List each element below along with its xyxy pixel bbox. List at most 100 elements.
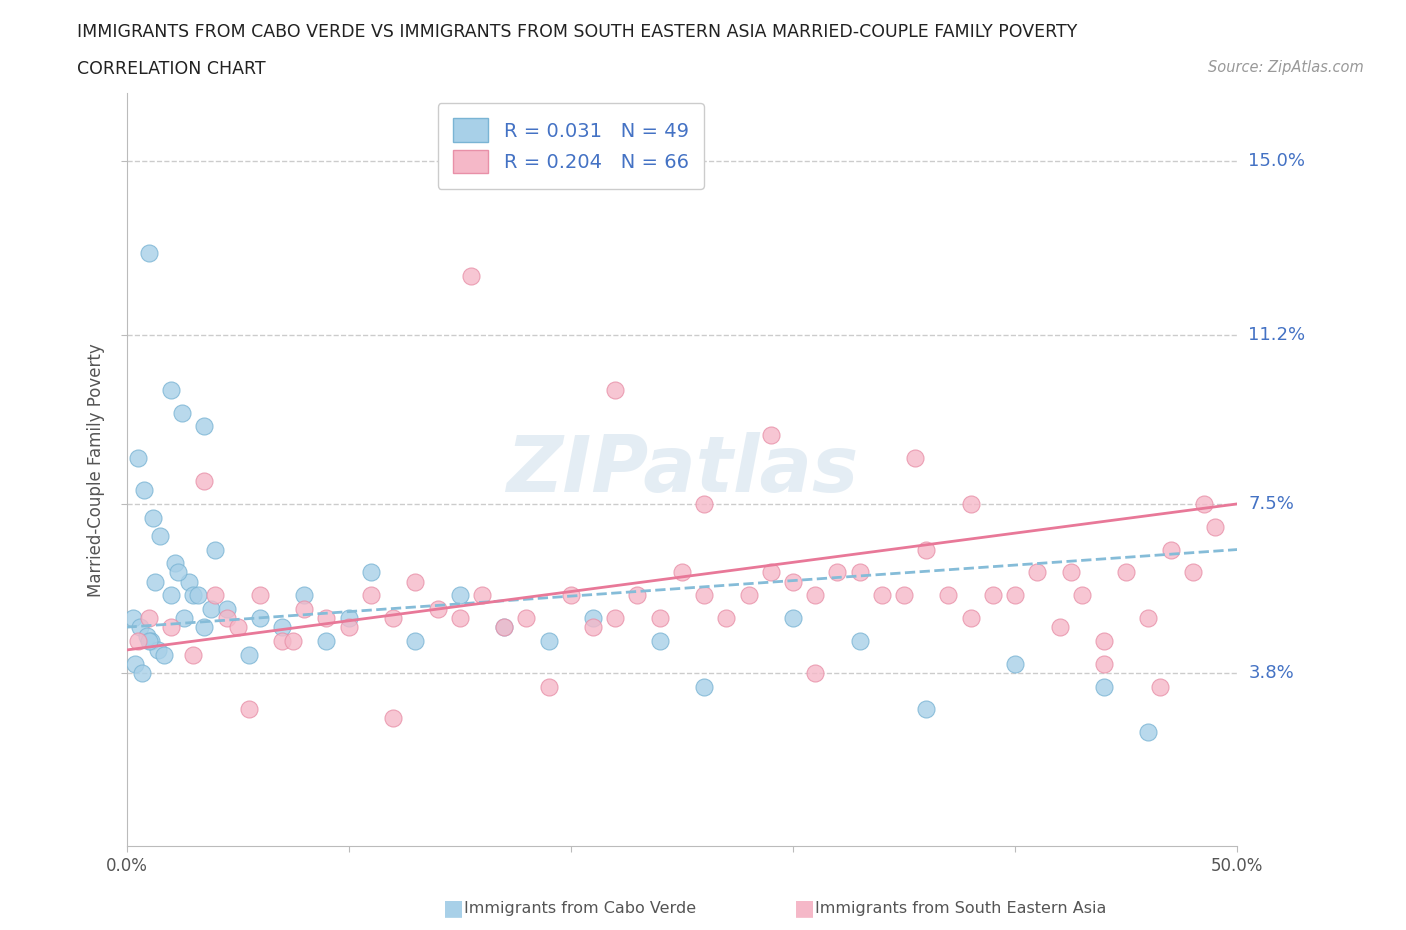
Point <box>870 588 893 603</box>
Point <box>200 602 222 617</box>
Point <box>449 611 471 626</box>
Point <box>193 473 215 488</box>
Point <box>1070 588 1092 603</box>
Text: Immigrants from South Eastern Asia: Immigrants from South Eastern Asia <box>815 901 1107 916</box>
Point <box>648 611 671 626</box>
Text: 11.2%: 11.2% <box>1249 326 1306 344</box>
Point <box>404 633 426 648</box>
Point <box>127 633 149 648</box>
Point <box>271 633 294 648</box>
Point <box>139 633 162 648</box>
Point <box>515 611 537 626</box>
Point <box>1160 542 1182 557</box>
Point <box>138 246 160 260</box>
Point <box>173 611 195 626</box>
Point <box>1092 679 1115 694</box>
Legend: R = 0.031   N = 49, R = 0.204   N = 66: R = 0.031 N = 49, R = 0.204 N = 66 <box>437 102 704 189</box>
Point <box>1026 565 1049 579</box>
Point <box>1049 619 1071 634</box>
Point <box>337 611 360 626</box>
Point <box>127 451 149 466</box>
Point <box>204 542 226 557</box>
Point <box>827 565 849 579</box>
Point <box>382 611 405 626</box>
Text: ■: ■ <box>443 898 464 919</box>
Point <box>759 428 782 443</box>
Point <box>1181 565 1204 579</box>
Point <box>249 588 271 603</box>
Point <box>160 382 183 397</box>
Point <box>382 711 405 726</box>
Point <box>160 588 183 603</box>
Point <box>315 611 337 626</box>
Point <box>131 665 153 680</box>
Point <box>582 611 605 626</box>
Point <box>271 619 294 634</box>
Point <box>238 647 260 662</box>
Point <box>215 602 238 617</box>
Text: ZIPatlas: ZIPatlas <box>506 432 858 508</box>
Point <box>804 665 827 680</box>
Point <box>315 633 337 648</box>
Point <box>494 619 516 634</box>
Point <box>449 588 471 603</box>
Point <box>1137 611 1160 626</box>
Point <box>160 619 183 634</box>
Point <box>149 528 172 543</box>
Point <box>782 611 804 626</box>
Text: Source: ZipAtlas.com: Source: ZipAtlas.com <box>1208 60 1364 75</box>
Point <box>938 588 960 603</box>
Point <box>716 611 738 626</box>
Text: Immigrants from Cabo Verde: Immigrants from Cabo Verde <box>464 901 696 916</box>
Point <box>292 602 315 617</box>
Point <box>893 588 915 603</box>
Point <box>337 619 360 634</box>
Point <box>782 574 804 589</box>
Point <box>360 565 382 579</box>
Point <box>915 702 938 717</box>
Point <box>737 588 759 603</box>
Point <box>1149 679 1171 694</box>
Point <box>135 629 157 644</box>
Point <box>848 633 870 648</box>
Point <box>134 483 156 498</box>
Point <box>142 511 165 525</box>
Point <box>1115 565 1137 579</box>
Point <box>165 556 187 571</box>
Text: 15.0%: 15.0% <box>1249 153 1305 170</box>
Point <box>238 702 260 717</box>
Point <box>204 588 226 603</box>
Point <box>153 647 176 662</box>
Point <box>648 633 671 648</box>
Point <box>193 619 215 634</box>
Point <box>671 565 693 579</box>
Point <box>128 619 150 634</box>
Point <box>404 574 426 589</box>
Point <box>1060 565 1083 579</box>
Point <box>693 679 716 694</box>
Point <box>904 451 927 466</box>
Point <box>426 602 449 617</box>
Point <box>138 633 160 648</box>
Point <box>1192 497 1215 512</box>
Point <box>494 619 516 634</box>
Point <box>360 588 382 603</box>
Point <box>1092 633 1115 648</box>
Point <box>193 418 215 433</box>
Point <box>959 497 981 512</box>
Point <box>226 619 249 634</box>
Point <box>626 588 648 603</box>
Point <box>693 497 716 512</box>
Point <box>759 565 782 579</box>
Point <box>1092 657 1115 671</box>
Point <box>146 643 169 658</box>
Point <box>166 565 188 579</box>
Point <box>1004 588 1026 603</box>
Point <box>848 565 870 579</box>
Point <box>177 574 200 589</box>
Point <box>138 611 160 626</box>
Point <box>145 574 167 589</box>
Y-axis label: Married-Couple Family Poverty: Married-Couple Family Poverty <box>87 343 105 596</box>
Point <box>605 382 627 397</box>
Point <box>560 588 582 603</box>
